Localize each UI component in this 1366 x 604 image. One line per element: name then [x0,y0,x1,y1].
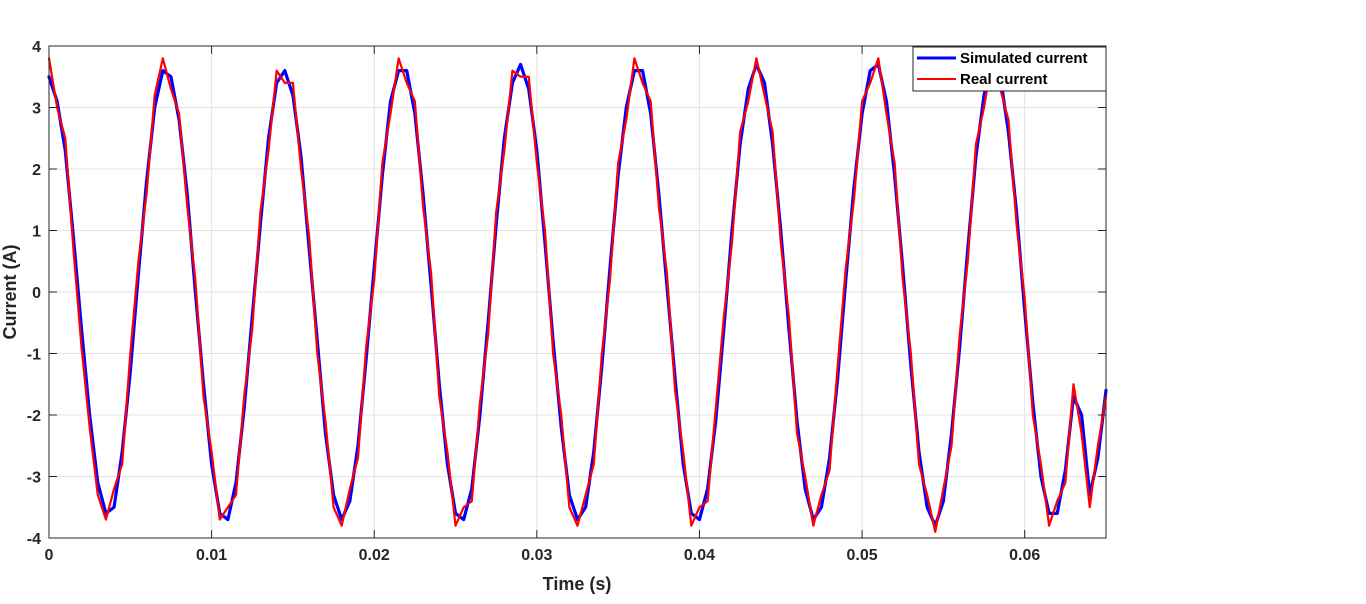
ticks [48,45,1106,539]
y-axis-label: Current (A) [0,245,20,340]
legend-label-simulated: Simulated current [960,50,1088,67]
y-tick-label: -4 [27,531,41,548]
x-tick-label: 0.05 [847,547,878,564]
y-tick-label: 0 [32,285,41,302]
tick-labels: 0 0.01 0.02 0.03 0.04 0.05 0.06 -4 -3 -2 -1 0 1 2 3 4 [27,39,1041,564]
y-tick-label: 1 [32,224,41,241]
x-tick-label: 0 [45,547,54,564]
y-tick-label: -1 [27,347,41,364]
series-layer [47,57,1108,533]
legend-box [912,46,1107,92]
legend: Simulated current Real current [912,46,1107,92]
x-tick-label: 0.06 [1009,547,1040,564]
x-axis-label: Time (s) [543,574,612,594]
y-tick-label: 3 [32,101,41,118]
x-tick-label: 0.03 [521,547,552,564]
x-tick-label: 0.04 [684,547,715,564]
y-tick-label: -2 [27,408,41,425]
series-line-real-current [47,57,1108,533]
y-tick-label: 2 [32,162,41,179]
legend-label-real: Real current [960,71,1048,88]
series-line-simulated-current [47,62,1108,528]
x-tick-label: 0.01 [196,547,227,564]
y-tick-label: -3 [27,470,41,487]
y-tick-label: 4 [32,39,41,56]
x-tick-label: 0.02 [359,547,390,564]
